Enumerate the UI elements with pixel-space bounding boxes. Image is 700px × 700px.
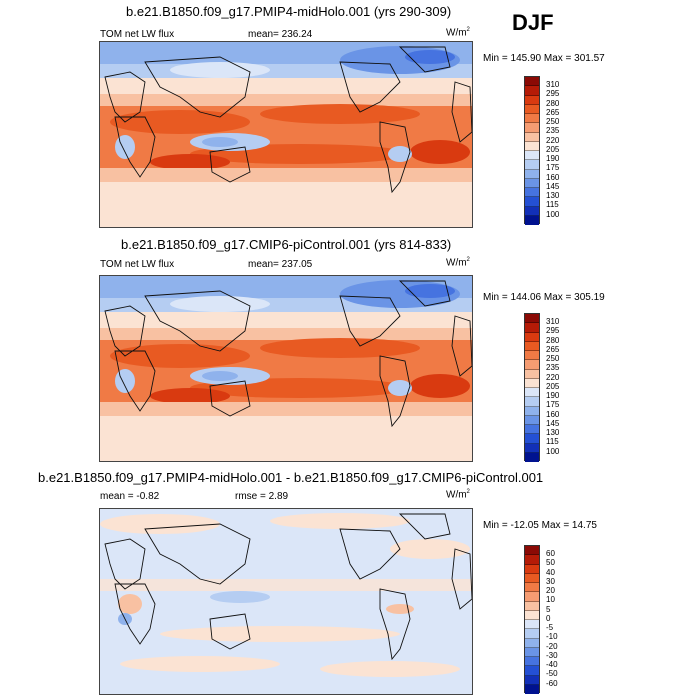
panel2-colorbar — [524, 313, 540, 462]
panel1-map — [99, 41, 473, 228]
panel1-colorbar — [524, 76, 540, 225]
panel2-map-canvas — [100, 276, 472, 461]
panel1-level: 280 — [546, 98, 560, 108]
panel3-units: W/m2 — [446, 489, 470, 501]
panel2-units: W/m2 — [446, 257, 470, 269]
panel1-level: 100 — [546, 209, 560, 219]
panel2-level: 175 — [546, 400, 560, 410]
panel2-level: 220 — [546, 372, 560, 382]
panel1-level: 235 — [546, 126, 560, 136]
panel1-level: 205 — [546, 144, 560, 154]
panel1-level: 220 — [546, 135, 560, 145]
panel1-title: b.e21.B1850.f09_g17.PMIP4-midHolo.001 (y… — [126, 4, 452, 19]
panel3-map — [99, 508, 473, 695]
panel3-level: 60 — [546, 549, 555, 558]
panel3-level: 5 — [546, 604, 551, 614]
panel3-level: -10 — [546, 632, 558, 642]
panel2-level: 265 — [546, 344, 560, 354]
panel3-level: 30 — [546, 576, 555, 586]
panel2-level: 190 — [546, 391, 560, 400]
panel3-level: -50 — [546, 669, 558, 679]
panel1-level: 115 — [546, 200, 559, 210]
panel1-mean-label: mean= 236.24 — [248, 29, 313, 40]
panel3-level: 10 — [546, 595, 555, 605]
panel3-level: 50 — [546, 558, 555, 568]
panel3-map-canvas — [100, 509, 472, 694]
panel2-level: 160 — [546, 409, 560, 419]
panel1-level: 190 — [546, 154, 560, 163]
panel2-mean-label: mean= 237.05 — [248, 259, 313, 270]
panel2-level: 115 — [546, 437, 559, 447]
panel3-level: -5 — [546, 623, 554, 632]
panel2-title: b.e21.B1850.f09_g17.CMIP6-piControl.001 … — [121, 237, 452, 252]
panel1-units: W/m2 — [446, 27, 470, 39]
panel1-level: 310 — [546, 80, 560, 89]
panel3-level: -20 — [546, 641, 558, 651]
panel1-level: 265 — [546, 107, 560, 117]
panel3-title: b.e21.B1850.f09_g17.PMIP4-midHolo.001 - … — [38, 470, 544, 485]
panel1-level: 130 — [546, 191, 560, 200]
panel3-level: -60 — [546, 678, 558, 688]
panel2-map — [99, 275, 473, 462]
panel2-level: 100 — [546, 446, 560, 456]
panel2-level: 280 — [546, 335, 560, 345]
panel3-minmax: Min = -12.05 Max = 14.75 — [483, 520, 597, 531]
panel2-level: 235 — [546, 363, 560, 373]
panel3-colorbar — [524, 545, 540, 694]
panel1-level: 250 — [546, 117, 560, 126]
panel1-variable-label: TOM net LW flux — [100, 29, 175, 40]
panel3-level: 40 — [546, 567, 555, 577]
panel2-minmax: Min = 144.06 Max = 305.19 — [483, 292, 605, 303]
panel2-level: 310 — [546, 317, 560, 326]
panel3-mean-label: mean = -0.82 — [100, 491, 160, 502]
panel1-level: 295 — [546, 89, 560, 99]
panel2-level: 250 — [546, 354, 560, 363]
panel2-level: 130 — [546, 428, 560, 437]
panel1-level: 145 — [546, 181, 560, 191]
panel1-map-canvas — [100, 42, 472, 227]
panel3-level: -30 — [546, 650, 558, 660]
panel1-level: 160 — [546, 172, 560, 182]
panel3-rmse-label: rmse = 2.89 — [235, 491, 289, 502]
panel1-minmax: Min = 145.90 Max = 301.57 — [483, 53, 605, 64]
panel2-level: 145 — [546, 418, 560, 428]
season-label: DJF — [512, 10, 554, 35]
panel2-variable-label: TOM net LW flux — [100, 259, 175, 270]
panel3-level: 20 — [546, 586, 555, 595]
panel1-level: 175 — [546, 163, 560, 173]
panel3-level: -40 — [546, 660, 558, 669]
panel3-level: 0 — [546, 613, 551, 623]
panel2-level: 295 — [546, 326, 560, 336]
panel2-level: 205 — [546, 381, 560, 391]
